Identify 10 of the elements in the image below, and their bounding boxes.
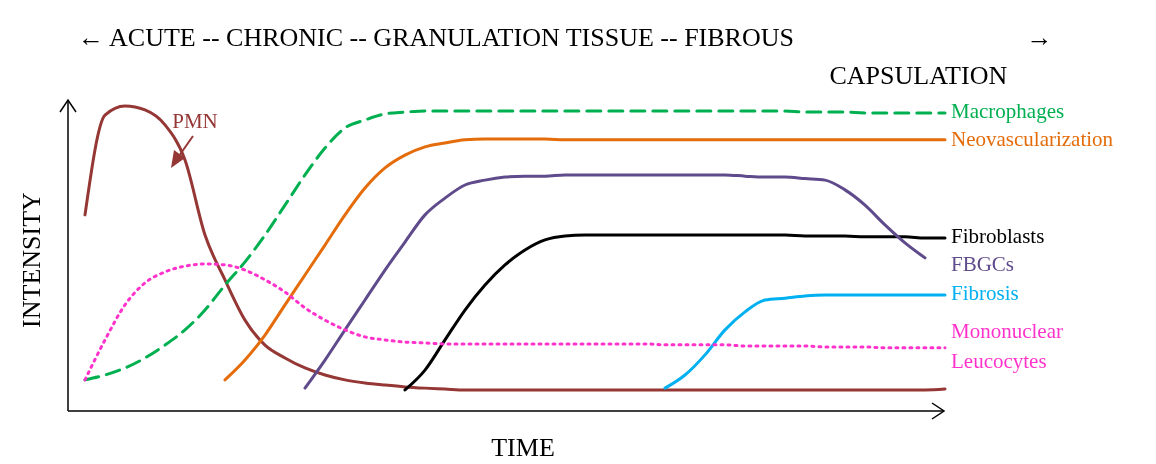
series-label: Neovascularization xyxy=(951,126,1114,151)
series-label: Macrophages xyxy=(951,98,1065,123)
series-label: FBGCs xyxy=(951,251,1015,276)
chart-title: ← ACUTE -- CHRONIC -- GRANULATION TISSUE -- FIBROUS CAPSULATION → xyxy=(78,23,1053,90)
y-axis-title: INTENSITY xyxy=(17,191,46,328)
x-axis-title: TIME xyxy=(491,433,555,462)
series-label: Fibroblasts xyxy=(951,223,1045,248)
series-label: PMN xyxy=(172,109,218,133)
series-label: Mononuclear Leucocytes xyxy=(951,318,1063,373)
series-label: Fibrosis xyxy=(951,280,1019,305)
